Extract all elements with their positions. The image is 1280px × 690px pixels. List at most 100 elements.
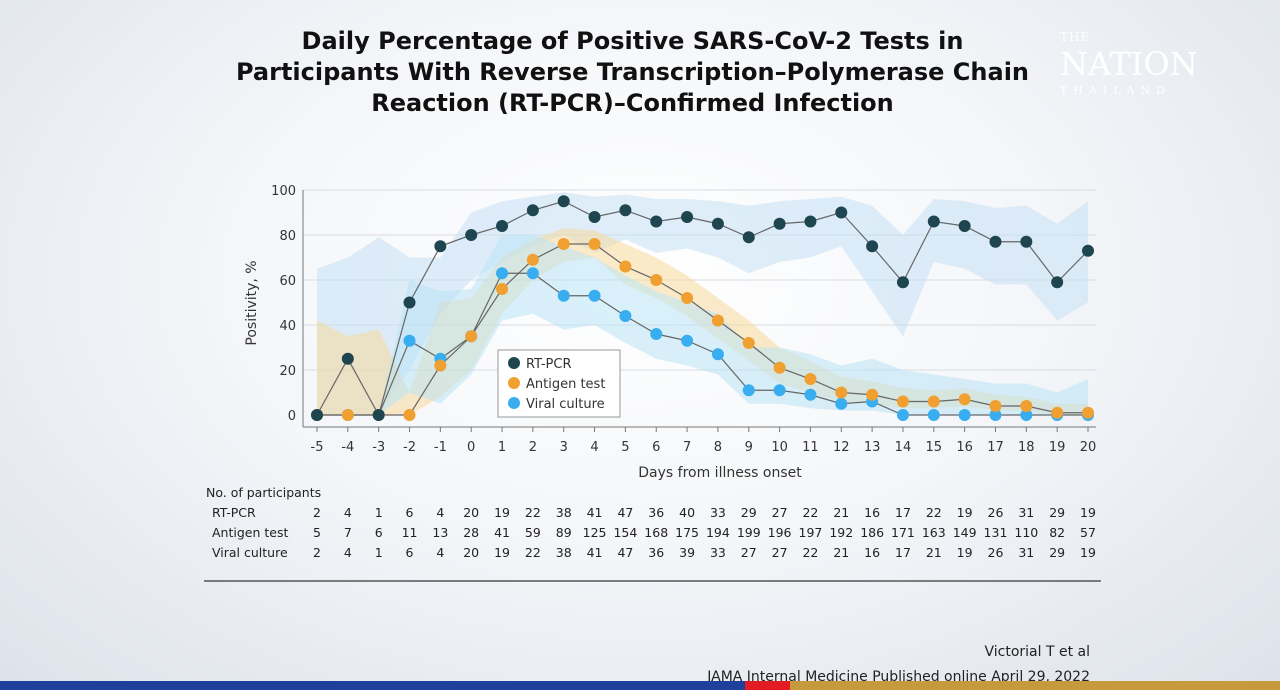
data-point-0: [866, 240, 879, 253]
data-point-1: [403, 409, 416, 421]
data-point-0: [742, 231, 755, 244]
table-cell: 131: [984, 525, 1008, 540]
footer-bar-gold: [790, 681, 1280, 690]
table-cell: 1: [375, 545, 383, 560]
data-point-1: [742, 337, 755, 349]
table-cell: 192: [829, 525, 853, 540]
x-tick-label: -5: [311, 440, 324, 455]
table-cell: 47: [617, 505, 633, 520]
data-point-2: [681, 334, 694, 347]
data-point-1: [526, 253, 539, 266]
table-cell: 27: [772, 505, 788, 520]
x-tick-label: 14: [895, 440, 912, 455]
x-tick-label: -2: [403, 440, 416, 455]
data-point-1: [434, 359, 447, 372]
table-cell: 27: [741, 545, 757, 560]
x-tick-label: 6: [652, 440, 660, 455]
data-point-0: [1082, 244, 1094, 257]
data-point-2: [650, 328, 663, 340]
table-cell: 20: [463, 545, 479, 560]
table-cell: 40: [679, 505, 695, 520]
data-point-0: [372, 409, 385, 421]
data-point-2: [927, 409, 940, 421]
table-cell: 33: [710, 505, 726, 520]
table-cell: 20: [463, 505, 479, 520]
data-point-1: [557, 238, 570, 250]
table-cell: 22: [926, 505, 942, 520]
table-cell: 2: [313, 545, 321, 560]
logo-line: THAILAND: [1060, 84, 1171, 97]
data-point-0: [619, 204, 632, 217]
table-cell: 41: [587, 545, 603, 560]
table-cell: 47: [617, 545, 633, 560]
data-point-0: [311, 409, 323, 421]
table-cell: 163: [922, 525, 946, 540]
y-tick-label: 20: [279, 364, 296, 379]
x-tick-label: 18: [1018, 440, 1035, 455]
data-point-0: [588, 211, 601, 223]
table-cell: 19: [957, 505, 973, 520]
table-cell: 29: [1049, 505, 1065, 520]
table-cell: 196: [768, 525, 792, 540]
table-cell: 154: [613, 525, 637, 540]
table-cell: 22: [525, 505, 541, 520]
data-point-2: [557, 289, 570, 302]
data-point-1: [866, 388, 879, 401]
table-cell: 6: [375, 525, 383, 540]
table-cell: 57: [1080, 525, 1096, 540]
x-tick-label: -4: [341, 440, 354, 455]
table-cell: 21: [833, 545, 849, 560]
table-cell: 5: [313, 525, 321, 540]
x-tick-label: -1: [434, 440, 447, 455]
table-cell: 186: [860, 525, 884, 540]
data-point-2: [742, 384, 755, 397]
table-cell: 4: [344, 545, 352, 560]
table-row-label: Viral culture: [212, 545, 288, 560]
data-point-1: [650, 274, 663, 286]
data-point-0: [1020, 235, 1033, 248]
table-cell: 149: [953, 525, 977, 540]
table-cell: 29: [741, 505, 757, 520]
table-cell: 2: [313, 505, 321, 520]
data-point-1: [1020, 400, 1033, 412]
table-cell: 171: [891, 525, 915, 540]
data-point-0: [650, 215, 663, 228]
data-point-0: [773, 217, 786, 230]
table-cell: 28: [463, 525, 479, 540]
data-point-0: [989, 235, 1002, 248]
y-tick-label: 60: [279, 274, 296, 289]
x-tick-label: 15: [926, 440, 943, 455]
data-point-0: [526, 204, 539, 217]
table-cell: 22: [802, 505, 818, 520]
confidence-band-2: [317, 235, 1088, 415]
table-cell: 21: [833, 505, 849, 520]
legend-label: Antigen test: [526, 377, 605, 392]
legend-label: Viral culture: [526, 397, 605, 412]
data-point-1: [804, 373, 817, 385]
table-cell: 22: [802, 545, 818, 560]
x-tick-label: 1: [498, 440, 506, 455]
table-cell: 6: [406, 505, 414, 520]
table-cell: 41: [494, 525, 510, 540]
chart-title: Daily Percentage of Positive SARS-CoV-2 …: [235, 27, 1030, 117]
table-cell: 11: [402, 525, 418, 540]
x-axis-label: Days from illness onset: [638, 465, 802, 481]
table-cell: 36: [648, 505, 664, 520]
data-point-1: [465, 330, 478, 343]
data-point-2: [588, 289, 601, 302]
data-point-2: [496, 267, 509, 280]
data-point-0: [711, 217, 724, 230]
table-cell: 199: [737, 525, 761, 540]
data-point-0: [804, 215, 817, 228]
table-cell: 197: [799, 525, 823, 540]
table-cell: 175: [675, 525, 699, 540]
data-point-1: [896, 395, 909, 408]
table-row-label: RT-PCR: [212, 505, 256, 520]
data-point-1: [619, 260, 632, 273]
table-cell: 38: [556, 545, 572, 560]
data-point-0: [434, 240, 447, 253]
citation-author: Victorial T et al: [984, 644, 1091, 660]
data-point-1: [927, 395, 940, 408]
data-point-0: [557, 195, 570, 208]
table-cell: 29: [1049, 545, 1065, 560]
